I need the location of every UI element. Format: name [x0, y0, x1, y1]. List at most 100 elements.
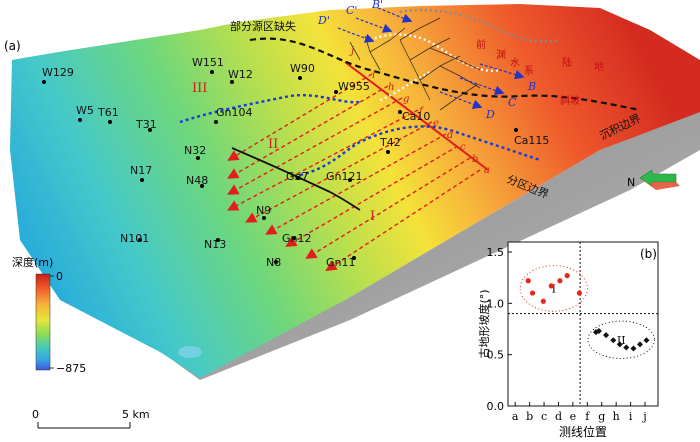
well-marker [514, 128, 518, 132]
zone-label-i: I [370, 209, 375, 224]
depth-legend: 深度(m) 0 −875 [12, 255, 86, 375]
profile-line [265, 133, 447, 235]
data-point [636, 341, 643, 348]
well-marker [296, 176, 300, 180]
terrain-foreground-bump [178, 346, 202, 358]
x-tick-label: c [541, 410, 547, 423]
well-marker [334, 90, 338, 94]
north-label: N [627, 176, 635, 189]
well-marker [200, 184, 204, 188]
x-tick-label: j [641, 410, 646, 423]
data-point [630, 345, 637, 352]
boundaries [179, 8, 641, 211]
series-label: II [617, 334, 626, 347]
x-tick-label: i [629, 410, 633, 423]
well-marker [148, 128, 152, 132]
data-point [525, 278, 531, 284]
letter-c: C [508, 96, 517, 109]
profile-line [227, 73, 373, 161]
scale-bar-zero: 0 [32, 408, 39, 421]
profile-letter-g: g [403, 94, 409, 105]
well-label: Gn12 [282, 232, 312, 245]
depth-legend-title: 深度(m) [12, 255, 53, 269]
data-point [540, 298, 546, 304]
well-label: Gn7 [286, 170, 309, 183]
y-tick-label: 0.0 [487, 400, 505, 413]
y-tick-label: 1.0 [487, 297, 505, 310]
well-marker [210, 70, 214, 74]
data-point [564, 273, 570, 279]
profile-line [285, 145, 459, 247]
well-marker [196, 156, 200, 160]
x-tick-label: h [613, 410, 620, 423]
x-tick-label: e [570, 410, 577, 423]
profile-letter-j: j [349, 46, 354, 57]
well-label: Ca115 [514, 134, 549, 147]
well-label: N48 [186, 174, 208, 187]
scale-bar: 0 5 km [32, 408, 150, 429]
well-label: W90 [290, 62, 315, 75]
depth-legend-max: 0 [56, 270, 63, 283]
series-label: I [552, 282, 556, 295]
profile-letter-f: f [418, 106, 425, 117]
well-marker [42, 80, 46, 84]
well-marker [352, 256, 356, 260]
well-label: W955 [338, 80, 370, 93]
letter-c-prime: C' [346, 4, 357, 17]
letter-d-prime: D' [317, 14, 330, 27]
data-point [643, 337, 650, 344]
well-label: T31 [135, 118, 157, 131]
profile-letter-i: i [372, 70, 375, 81]
data-point [529, 290, 536, 296]
profile-letter-b: b [472, 154, 478, 165]
letter-d: D [485, 108, 495, 121]
section-letters: D' C' B' D C B [317, 0, 536, 121]
chart-axes: 0.0 0.5 1.0 1.5 a b c d e f g h i j [487, 242, 658, 423]
well-marker [108, 120, 112, 124]
profile-lines [227, 73, 481, 272]
well-marker [298, 76, 302, 80]
terrain-side-face [175, 110, 700, 380]
x-tick-label: b [526, 410, 533, 423]
zone-boundary-line-upper [179, 94, 361, 124]
terrain-top-surface [10, 4, 700, 378]
chart-y-label: 古地形坡度(°) [477, 289, 491, 358]
missing-source-label: 部分源区缺失 [230, 19, 296, 33]
well-marker [216, 238, 220, 242]
profile-letter-d: d [447, 130, 453, 141]
svg-text:陆: 陆 [562, 56, 572, 69]
section-arrows [337, 7, 525, 109]
well-label: Ca10 [402, 110, 430, 123]
svg-text:斜坡: 斜坡 [560, 94, 580, 107]
well-label: T61 [97, 106, 119, 119]
zone-label-ii: II [268, 137, 278, 152]
white-dotted-ridge-2 [379, 71, 431, 102]
data-point [595, 328, 602, 335]
svg-text:渊: 渊 [496, 49, 506, 61]
data-point [557, 278, 563, 284]
white-dotted-ridge [369, 33, 501, 72]
well-label: W5 [76, 104, 94, 117]
well-label: W151 [192, 56, 224, 69]
svg-text:前: 前 [476, 38, 486, 51]
depth-legend-min: −875 [56, 362, 86, 375]
well-marker [274, 260, 278, 264]
x-tick-label: a [512, 410, 519, 423]
data-point [616, 341, 623, 348]
channel-network [349, 17, 481, 111]
svg-text:地: 地 [594, 60, 604, 73]
well-label: W12 [228, 68, 253, 81]
well-marker [214, 120, 218, 124]
zone-boundary-line-lower [299, 125, 541, 177]
data-point [610, 337, 617, 344]
profile-line [227, 109, 419, 211]
well-label: W129 [42, 66, 74, 79]
fault-line [231, 147, 361, 211]
profile-line [325, 169, 481, 272]
x-tick-label: g [598, 410, 605, 423]
well-label: N32 [184, 144, 206, 157]
data-point [576, 290, 582, 296]
well-label: N9 [256, 204, 271, 217]
data-point [548, 283, 554, 289]
svg-text:系: 系 [524, 65, 534, 77]
